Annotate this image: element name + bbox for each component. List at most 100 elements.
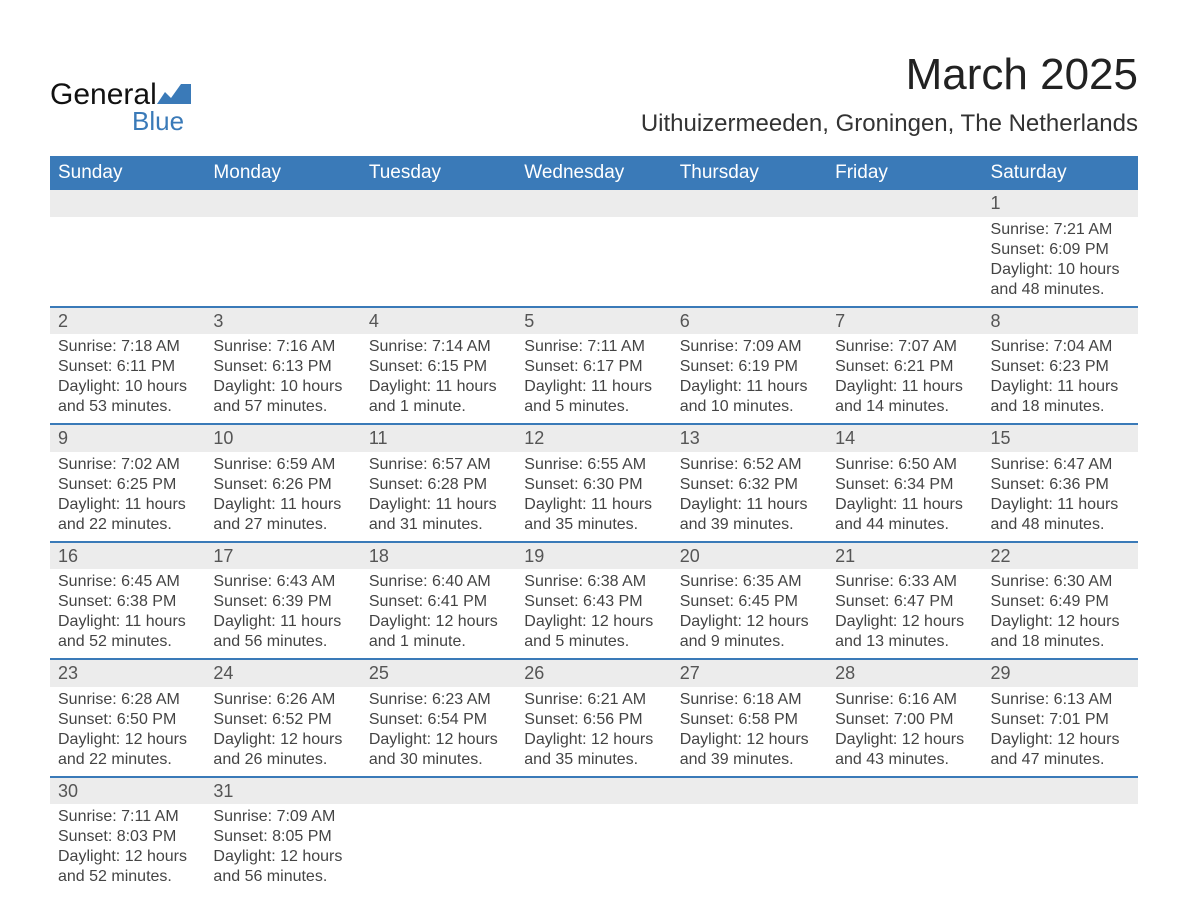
day-number (361, 777, 516, 805)
day-header: Friday (827, 156, 982, 190)
day-number: 6 (672, 307, 827, 335)
data-row: Sunrise: 7:02 AMSunset: 6:25 PMDaylight:… (50, 452, 1138, 542)
day-number: 15 (983, 424, 1138, 452)
day2-text: and 26 minutes. (213, 750, 352, 770)
sunrise-text: Sunrise: 6:21 AM (524, 690, 663, 710)
sunset-text: Sunset: 6:50 PM (58, 710, 197, 730)
day-cell: Sunrise: 7:11 AMSunset: 8:03 PMDaylight:… (50, 804, 205, 893)
day-number: 17 (205, 542, 360, 570)
sunset-text: Sunset: 6:21 PM (835, 357, 974, 377)
sunrise-text: Sunrise: 7:18 AM (58, 337, 197, 357)
sunrise-text: Sunrise: 6:57 AM (369, 455, 508, 475)
day-cell (672, 804, 827, 893)
day-number: 26 (516, 659, 671, 687)
day-cell: Sunrise: 7:18 AMSunset: 6:11 PMDaylight:… (50, 334, 205, 424)
day-cell (983, 804, 1138, 893)
day-number: 21 (827, 542, 982, 570)
sunrise-text: Sunrise: 7:02 AM (58, 455, 197, 475)
day1-text: Daylight: 12 hours (58, 730, 197, 750)
sunrise-text: Sunrise: 7:11 AM (58, 807, 197, 827)
day-header: Wednesday (516, 156, 671, 190)
sunrise-text: Sunrise: 6:30 AM (991, 572, 1130, 592)
day2-text: and 48 minutes. (991, 280, 1130, 300)
day-cell: Sunrise: 7:09 AMSunset: 8:05 PMDaylight:… (205, 804, 360, 893)
logo-chart-icon (157, 84, 191, 104)
sunset-text: Sunset: 7:00 PM (835, 710, 974, 730)
sunset-text: Sunset: 6:36 PM (991, 475, 1130, 495)
calendar-body: 1Sunrise: 7:21 AMSunset: 6:09 PMDaylight… (50, 190, 1138, 893)
day2-text: and 1 minute. (369, 397, 508, 417)
sunset-text: Sunset: 6:30 PM (524, 475, 663, 495)
sunset-text: Sunset: 6:56 PM (524, 710, 663, 730)
day1-text: Daylight: 12 hours (213, 847, 352, 867)
day-cell: Sunrise: 6:30 AMSunset: 6:49 PMDaylight:… (983, 569, 1138, 659)
day1-text: Daylight: 11 hours (213, 495, 352, 515)
day2-text: and 22 minutes. (58, 515, 197, 535)
day-number: 7 (827, 307, 982, 335)
sunset-text: Sunset: 6:09 PM (991, 240, 1130, 260)
sunset-text: Sunset: 6:49 PM (991, 592, 1130, 612)
day-cell: Sunrise: 6:57 AMSunset: 6:28 PMDaylight:… (361, 452, 516, 542)
sunset-text: Sunset: 6:47 PM (835, 592, 974, 612)
day1-text: Daylight: 11 hours (213, 612, 352, 632)
sunset-text: Sunset: 6:52 PM (213, 710, 352, 730)
day2-text: and 53 minutes. (58, 397, 197, 417)
sunrise-text: Sunrise: 6:28 AM (58, 690, 197, 710)
day-cell (827, 804, 982, 893)
day1-text: Daylight: 10 hours (213, 377, 352, 397)
data-row: Sunrise: 7:11 AMSunset: 8:03 PMDaylight:… (50, 804, 1138, 893)
sunrise-text: Sunrise: 6:23 AM (369, 690, 508, 710)
day-cell: Sunrise: 6:52 AMSunset: 6:32 PMDaylight:… (672, 452, 827, 542)
sunset-text: Sunset: 6:13 PM (213, 357, 352, 377)
day2-text: and 35 minutes. (524, 515, 663, 535)
daynum-row: 16171819202122 (50, 542, 1138, 570)
data-row: Sunrise: 7:18 AMSunset: 6:11 PMDaylight:… (50, 334, 1138, 424)
day1-text: Daylight: 12 hours (524, 730, 663, 750)
day-cell: Sunrise: 7:16 AMSunset: 6:13 PMDaylight:… (205, 334, 360, 424)
sunset-text: Sunset: 6:23 PM (991, 357, 1130, 377)
sunset-text: Sunset: 7:01 PM (991, 710, 1130, 730)
sunrise-text: Sunrise: 7:09 AM (680, 337, 819, 357)
day-number: 23 (50, 659, 205, 687)
sunrise-text: Sunrise: 6:55 AM (524, 455, 663, 475)
day1-text: Daylight: 12 hours (991, 612, 1130, 632)
day2-text: and 39 minutes. (680, 750, 819, 770)
day1-text: Daylight: 12 hours (58, 847, 197, 867)
day1-text: Daylight: 12 hours (213, 730, 352, 750)
day-header: Tuesday (361, 156, 516, 190)
day1-text: Daylight: 10 hours (991, 260, 1130, 280)
day-number: 12 (516, 424, 671, 452)
day-cell: Sunrise: 6:47 AMSunset: 6:36 PMDaylight:… (983, 452, 1138, 542)
day-number: 29 (983, 659, 1138, 687)
day-number (205, 190, 360, 217)
data-row: Sunrise: 7:21 AMSunset: 6:09 PMDaylight:… (50, 217, 1138, 307)
day-cell: Sunrise: 6:16 AMSunset: 7:00 PMDaylight:… (827, 687, 982, 777)
day-cell: Sunrise: 6:45 AMSunset: 6:38 PMDaylight:… (50, 569, 205, 659)
day-cell: Sunrise: 7:02 AMSunset: 6:25 PMDaylight:… (50, 452, 205, 542)
daynum-row: 9101112131415 (50, 424, 1138, 452)
day1-text: Daylight: 12 hours (369, 730, 508, 750)
day1-text: Daylight: 11 hours (835, 377, 974, 397)
day2-text: and 47 minutes. (991, 750, 1130, 770)
sunrise-text: Sunrise: 6:16 AM (835, 690, 974, 710)
day-cell: Sunrise: 6:55 AMSunset: 6:30 PMDaylight:… (516, 452, 671, 542)
day1-text: Daylight: 11 hours (680, 495, 819, 515)
sunrise-text: Sunrise: 7:11 AM (524, 337, 663, 357)
day2-text: and 43 minutes. (835, 750, 974, 770)
sunrise-text: Sunrise: 7:14 AM (369, 337, 508, 357)
day-number: 28 (827, 659, 982, 687)
sunset-text: Sunset: 6:38 PM (58, 592, 197, 612)
day-cell (205, 217, 360, 307)
day-cell: Sunrise: 6:43 AMSunset: 6:39 PMDaylight:… (205, 569, 360, 659)
day-number: 9 (50, 424, 205, 452)
sunrise-text: Sunrise: 6:59 AM (213, 455, 352, 475)
day2-text: and 5 minutes. (524, 397, 663, 417)
sunset-text: Sunset: 6:19 PM (680, 357, 819, 377)
sunrise-text: Sunrise: 6:26 AM (213, 690, 352, 710)
day-number (983, 777, 1138, 805)
day1-text: Daylight: 12 hours (835, 730, 974, 750)
day1-text: Daylight: 10 hours (58, 377, 197, 397)
day2-text: and 22 minutes. (58, 750, 197, 770)
day-cell: Sunrise: 6:18 AMSunset: 6:58 PMDaylight:… (672, 687, 827, 777)
day1-text: Daylight: 11 hours (524, 495, 663, 515)
